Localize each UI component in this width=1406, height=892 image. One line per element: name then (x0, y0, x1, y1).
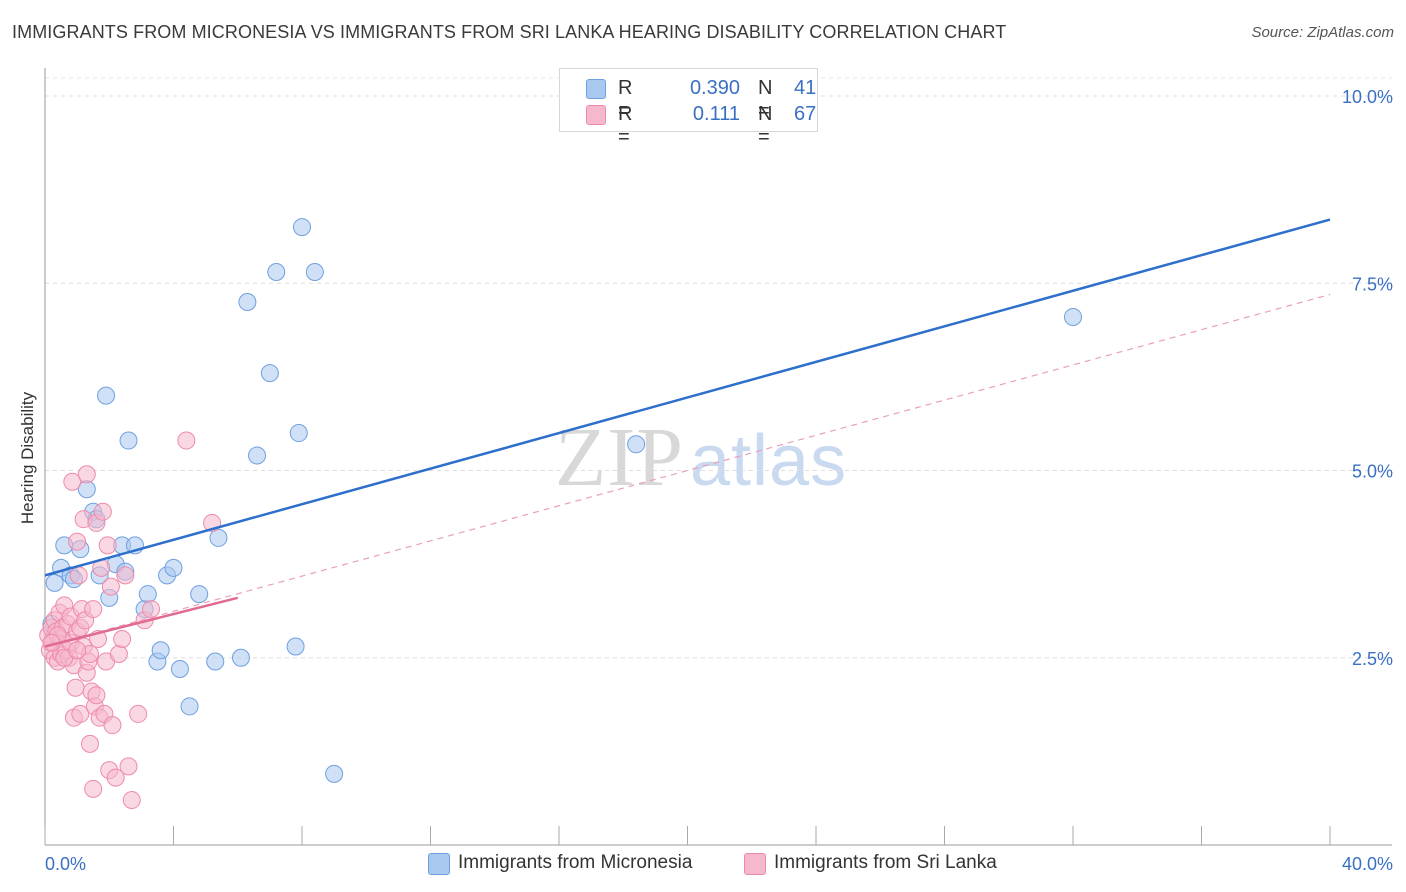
sri-lanka-point (109, 645, 128, 664)
micronesia-point (45, 573, 64, 592)
micronesia-point (190, 585, 209, 604)
series-legend: Immigrants from Micronesia Immigrants fr… (0, 852, 1406, 878)
sri-lanka-point (103, 716, 122, 735)
chart-title: IMMIGRANTS FROM MICRONESIA VS IMMIGRANTS… (12, 22, 1007, 42)
sri-lanka-point (101, 577, 120, 596)
sri-lanka-point (116, 566, 135, 585)
micronesia-point (151, 641, 170, 660)
x-tick-label: 0.0% (45, 854, 86, 874)
sri-lanka-point (80, 734, 99, 753)
sri-lanka-point (84, 600, 103, 619)
sri-lanka-point (93, 502, 112, 521)
sri-lanka-point (68, 641, 87, 660)
micronesia-point (305, 263, 324, 282)
micronesia-point (627, 435, 646, 454)
sri-lanka-point (84, 779, 103, 798)
micronesia-point (248, 446, 267, 465)
micronesia-point (119, 431, 138, 450)
micronesia-point (231, 648, 250, 667)
sri-lanka-point (177, 431, 196, 450)
micronesia-point (325, 764, 344, 783)
micronesia-point (1064, 307, 1082, 326)
n-value: 41 (794, 77, 817, 99)
micronesia-point (170, 659, 189, 678)
micronesia-point (164, 558, 183, 577)
micronesia-point (286, 637, 305, 656)
r-value: 0.390 (689, 77, 740, 99)
y-tick-label: 10.0% (1342, 87, 1393, 107)
sri-lanka-point (106, 768, 125, 787)
sri-lanka-point (113, 630, 132, 649)
r-label: R = (618, 77, 633, 122)
r-value: 0.111 (692, 103, 740, 125)
micronesia-legend-swatch (428, 853, 450, 875)
micronesia-point (138, 585, 157, 604)
micronesia-point (293, 218, 311, 237)
micronesia-point (97, 386, 116, 405)
sri-lanka-point (69, 566, 88, 585)
micronesia-point (180, 697, 199, 716)
r-label: R = (618, 103, 633, 148)
sri-lanka-point (129, 704, 148, 723)
micronesia-point (267, 263, 286, 282)
micronesia-point (206, 652, 225, 671)
legend-label: Immigrants from Micronesia (458, 852, 693, 873)
micronesia-point (238, 292, 257, 311)
sri-lanka-trend-extension (44, 293, 1331, 648)
source-credit: Source: ZipAtlas.com (1251, 24, 1394, 41)
stats-legend: R = 0.390 N = 41 R = 0.111 N = 67 (559, 68, 818, 148)
n-label: N = (758, 103, 773, 148)
sri-lanka-point (87, 686, 106, 705)
micronesia-point (209, 528, 228, 547)
micronesia-point (289, 424, 308, 443)
n-value: 67 (794, 103, 817, 125)
x-tick-label: 40.0% (1342, 854, 1393, 874)
legend-label: Immigrants from Sri Lanka (774, 852, 997, 873)
sri-lanka-point (119, 757, 138, 776)
sri-lanka-legend-swatch (744, 853, 766, 875)
micronesia-point (260, 364, 279, 383)
sri-lanka-point (66, 678, 85, 697)
sri-lanka-point (98, 536, 117, 555)
y-tick-label: 7.5% (1352, 274, 1393, 294)
sri-lanka-point (63, 472, 82, 491)
sri-lanka-point (77, 465, 96, 484)
n-label: N = (758, 77, 773, 122)
sri-lanka-trend-line (44, 596, 239, 648)
sri-lanka-point (71, 704, 90, 723)
micronesia-trend-line (44, 218, 1331, 577)
sri-lanka-point (68, 532, 87, 551)
y-tick-label: 5.0% (1352, 462, 1393, 482)
y-tick-label: 2.5% (1352, 649, 1393, 669)
sri-lanka-point (122, 791, 141, 810)
watermark-zip: ZIP (555, 411, 684, 504)
sri-lanka-point (142, 600, 161, 619)
micronesia-swatch (586, 79, 606, 99)
y-axis-label: Hearing Disability (18, 391, 37, 525)
sri-lanka-swatch (586, 105, 606, 125)
